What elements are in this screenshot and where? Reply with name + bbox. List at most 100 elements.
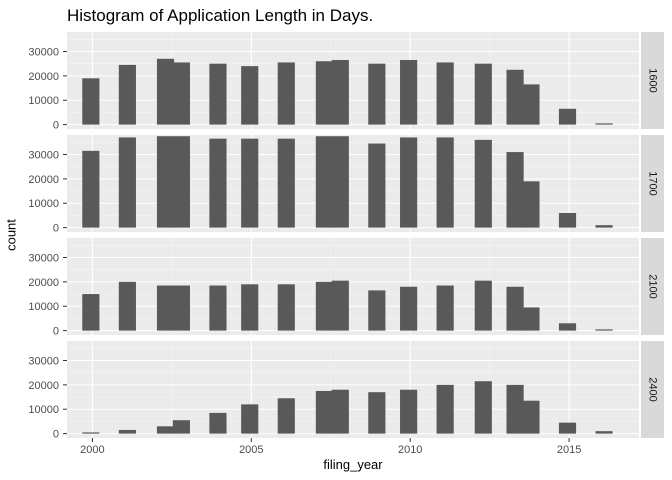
histogram-bar bbox=[474, 139, 492, 228]
histogram-bar bbox=[368, 63, 386, 125]
histogram-bar bbox=[156, 136, 175, 228]
histogram-bar bbox=[241, 404, 259, 434]
histogram-bar bbox=[595, 431, 613, 434]
histogram-bar bbox=[156, 58, 175, 125]
y-tick-label: 30000 bbox=[28, 46, 59, 58]
histogram-bar bbox=[558, 212, 577, 228]
histogram-bar bbox=[277, 284, 295, 331]
histogram-bar bbox=[474, 381, 492, 434]
histogram-bar bbox=[315, 281, 333, 331]
y-tick-label: 20000 bbox=[28, 174, 59, 186]
histogram-bar bbox=[82, 432, 100, 434]
histogram-bar bbox=[315, 136, 333, 228]
y-tick-label: 30000 bbox=[28, 149, 59, 161]
histogram-bar bbox=[506, 286, 524, 331]
histogram-bar bbox=[315, 390, 333, 434]
histogram-bar bbox=[209, 412, 227, 434]
histogram-bar bbox=[595, 123, 613, 125]
histogram-bar bbox=[558, 422, 577, 434]
histogram-bar bbox=[277, 138, 295, 228]
y-tick-label: 30000 bbox=[28, 355, 59, 367]
y-axis-title: count bbox=[3, 219, 18, 251]
y-tick-label: 10000 bbox=[28, 404, 59, 416]
histogram-bar bbox=[118, 137, 136, 228]
y-tick-label: 20000 bbox=[28, 380, 59, 392]
x-tick-label: 2005 bbox=[239, 444, 263, 456]
facet-label: 2100 bbox=[647, 274, 659, 298]
y-tick-label: 20000 bbox=[28, 71, 59, 83]
histogram-bar bbox=[209, 63, 227, 125]
y-tick-label: 0 bbox=[53, 326, 59, 338]
histogram-bar bbox=[315, 61, 333, 125]
histogram-bar bbox=[595, 329, 613, 331]
x-tick-label: 2010 bbox=[398, 444, 422, 456]
histogram-bar bbox=[277, 62, 295, 125]
histogram-bar bbox=[172, 420, 190, 434]
histogram-bar bbox=[400, 137, 418, 228]
y-tick-label: 10000 bbox=[28, 95, 59, 107]
histogram-bar bbox=[436, 62, 454, 125]
histogram-bar bbox=[82, 78, 100, 125]
histogram-bar bbox=[156, 426, 175, 434]
histogram-bar bbox=[172, 285, 190, 331]
histogram-bar bbox=[474, 280, 492, 331]
facet-label: 1600 bbox=[647, 68, 659, 92]
y-tick-label: 0 bbox=[53, 429, 59, 441]
histogram-bar bbox=[522, 307, 540, 331]
histogram-bar bbox=[82, 294, 100, 331]
histogram-bar bbox=[436, 285, 454, 331]
y-tick-label: 0 bbox=[53, 120, 59, 132]
histogram-bar bbox=[241, 284, 259, 331]
histogram-bar bbox=[522, 400, 540, 434]
histogram-bar bbox=[368, 143, 386, 228]
histogram-bar bbox=[172, 136, 190, 228]
histogram-bar bbox=[506, 384, 524, 434]
histogram-bar bbox=[506, 69, 524, 125]
histogram-bar bbox=[277, 398, 295, 434]
panel-background bbox=[67, 341, 639, 438]
y-tick-label: 10000 bbox=[28, 198, 59, 210]
y-tick-label: 10000 bbox=[28, 301, 59, 313]
histogram-bar bbox=[522, 84, 540, 125]
facet-label: 1700 bbox=[647, 171, 659, 195]
histogram-bar bbox=[209, 285, 227, 331]
histogram-bar bbox=[368, 290, 386, 331]
histogram-bar bbox=[506, 152, 524, 228]
histogram-bar bbox=[241, 66, 259, 125]
histogram-bar bbox=[400, 389, 418, 434]
histogram-bar bbox=[474, 63, 492, 125]
histogram-bar bbox=[436, 384, 454, 434]
histogram-bar bbox=[156, 285, 175, 331]
histogram-bar bbox=[118, 64, 136, 125]
facet-strip bbox=[641, 135, 664, 232]
histogram-bar bbox=[436, 137, 454, 228]
x-axis-title: filing_year bbox=[323, 457, 383, 472]
histogram-bar bbox=[400, 60, 418, 125]
x-tick-label: 2000 bbox=[80, 444, 104, 456]
histogram-bar bbox=[118, 429, 136, 434]
histogram-bar bbox=[82, 150, 100, 228]
y-tick-label: 30000 bbox=[28, 252, 59, 264]
histogram-bar bbox=[400, 286, 418, 331]
histogram-bar bbox=[558, 108, 577, 125]
histogram-bar bbox=[558, 323, 577, 331]
facet-strip bbox=[641, 32, 664, 129]
panel-background bbox=[67, 32, 639, 129]
x-tick-label: 2015 bbox=[557, 444, 581, 456]
histogram-bar bbox=[522, 181, 540, 228]
histogram-bar bbox=[172, 62, 190, 125]
histogram-bar bbox=[331, 136, 349, 228]
panel-background bbox=[67, 238, 639, 335]
facet-label: 2400 bbox=[647, 377, 659, 401]
facet-strip bbox=[641, 238, 664, 335]
chart-title: Histogram of Application Length in Days. bbox=[67, 6, 374, 25]
y-tick-label: 20000 bbox=[28, 277, 59, 289]
histogram-bar bbox=[368, 392, 386, 434]
histogram-bar bbox=[209, 138, 227, 228]
histogram-bar bbox=[118, 281, 136, 331]
y-tick-label: 0 bbox=[53, 223, 59, 235]
panel-background bbox=[67, 135, 639, 232]
facet-strip bbox=[641, 341, 664, 438]
histogram-bar bbox=[331, 280, 349, 331]
